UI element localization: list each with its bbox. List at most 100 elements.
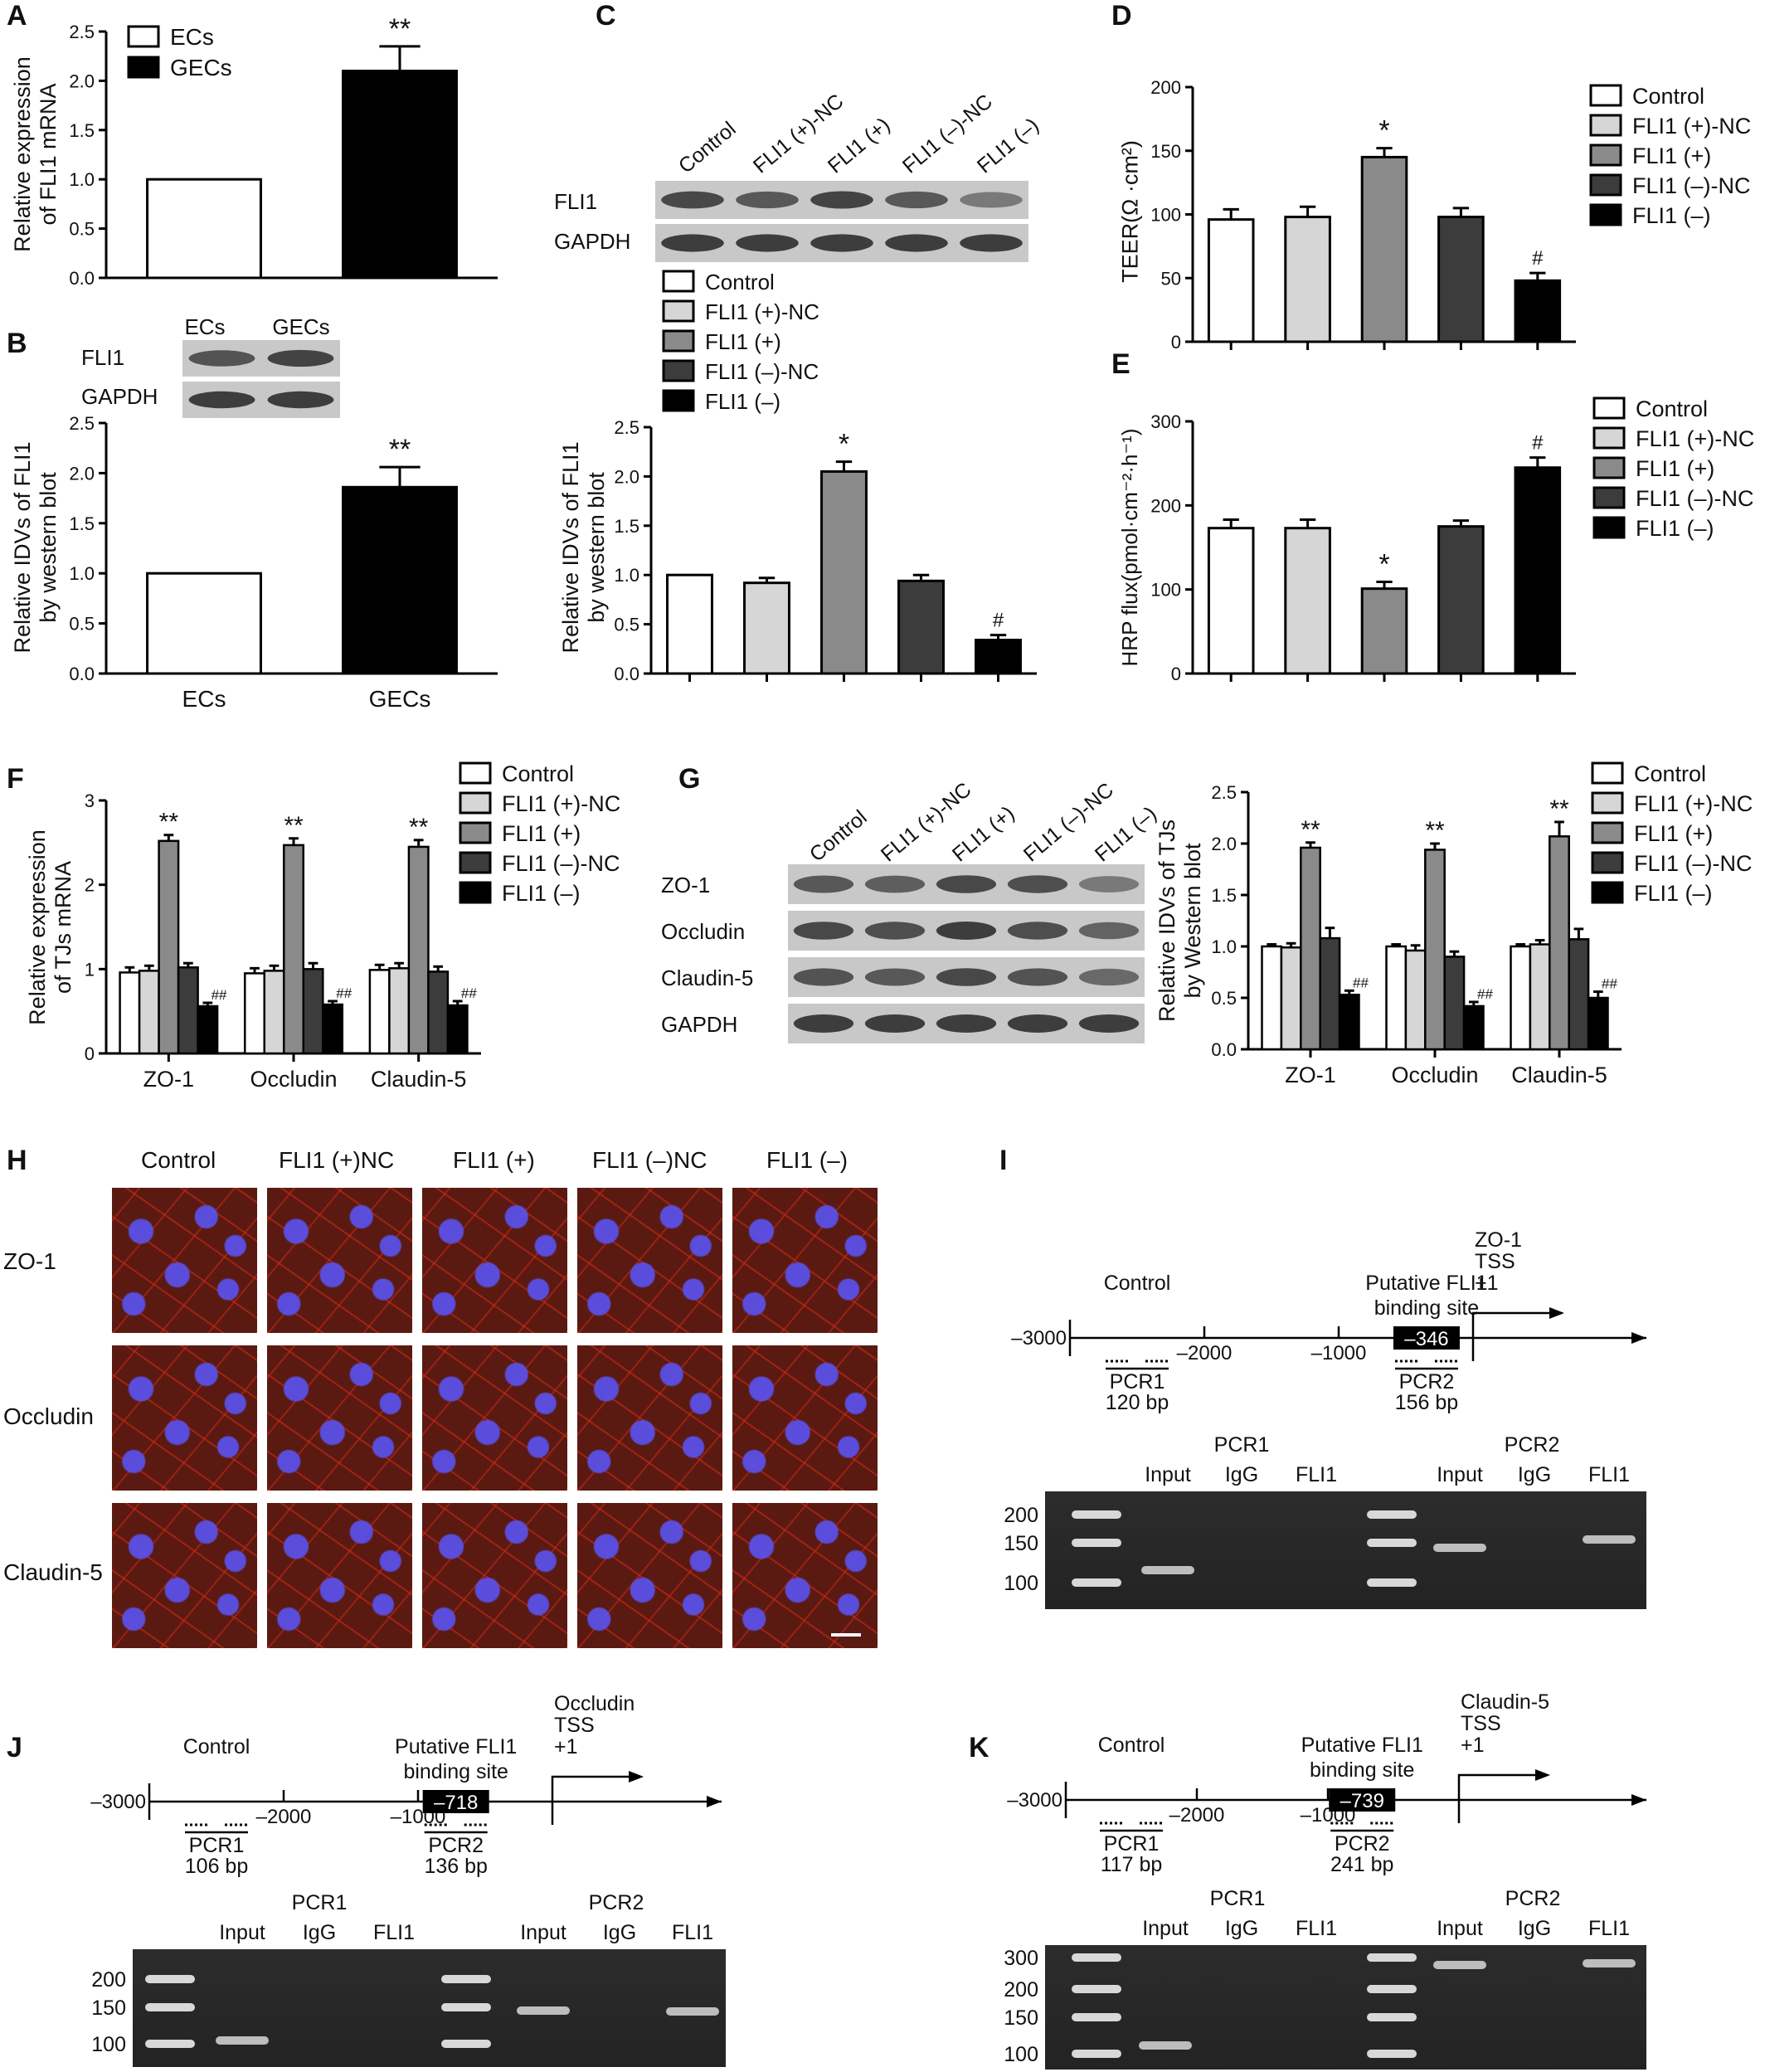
chart-C-y-tick-label: 0.5 — [614, 615, 639, 635]
chart-B-x-tick-label: GECs — [369, 686, 431, 712]
blot-b-fli1-band — [188, 350, 255, 367]
chart-D-legend-label: FLI1 (+)-NC — [1632, 114, 1751, 139]
chart-E-bar — [1437, 525, 1485, 675]
panel-J-ladder-band — [145, 1975, 195, 1983]
panel-letter-a: A — [7, 0, 27, 32]
panel-letter-j: J — [7, 1732, 22, 1763]
blot-g-row-label: ZO-1 — [661, 873, 710, 897]
blot-g-lane-label: FLI1 (–) — [1091, 802, 1161, 867]
chart-G-legend-label: FLI1 (+)-NC — [1634, 791, 1753, 816]
chart-B-significance: ** — [389, 434, 411, 465]
panel-K-ladder-band — [1367, 2050, 1417, 2058]
panel-K-control-label: Control — [1098, 1734, 1165, 1757]
chart-D-bar — [1360, 155, 1408, 343]
chart-G-legend-label: Control — [1634, 761, 1706, 786]
micrograph-zo1-fli1-pos-nc — [267, 1188, 412, 1333]
chart-F-legend-label: FLI1 (–) — [502, 881, 581, 906]
panel-K-tss-arrow-icon — [1535, 1769, 1550, 1781]
micrograph-occludin-fli1-pos-nc — [267, 1345, 412, 1491]
chart-G-y-tick-label: 0.5 — [1211, 988, 1237, 1009]
panel-J-gel — [133, 1949, 726, 2067]
chart-F-bar — [243, 972, 265, 1055]
panel-J-arrow-icon — [707, 1796, 722, 1807]
panel-K-ladder-band — [1072, 1953, 1121, 1962]
chart-G-x-tick-label: Claudin-5 — [1511, 1063, 1607, 1087]
blot-c-fli1-band — [960, 192, 1023, 208]
scale-bar — [831, 1633, 861, 1637]
chart-G-bar — [1261, 945, 1283, 1051]
chart-E-y-title: HRP flux(pmol·cm⁻²·h⁻¹) — [1117, 429, 1142, 667]
panel-I-tick-label: –2000 — [1177, 1342, 1233, 1364]
chart-A-y-tick-label: 0.5 — [69, 219, 95, 240]
chart-F-significance: ## — [461, 985, 477, 1001]
panel-I-marker-label: 100 — [1004, 1572, 1038, 1595]
micrograph-claudin5-fli1-pos — [422, 1503, 567, 1648]
micro-col-label: FLI1 (–) — [766, 1147, 848, 1173]
chart-D-y-tick-label: 50 — [1161, 268, 1181, 289]
panel-K-ladder-band — [1367, 1985, 1417, 1993]
chart-G-bar — [1462, 1004, 1485, 1051]
micro-row-label: Occludin — [3, 1403, 94, 1429]
blot-c-row-label: GAPDH — [554, 229, 630, 254]
chart-F-bar — [263, 970, 285, 1055]
panel-I-pcr-band — [1583, 1535, 1636, 1544]
chart-G-legend-label: FLI1 (–)-NC — [1634, 851, 1753, 876]
chart-D-y-tick-label: 0 — [1171, 332, 1181, 353]
chart-F-bar — [119, 971, 141, 1055]
chart-B-bar — [146, 572, 262, 675]
panel-I-pcr2-size: 156 bp — [1395, 1391, 1458, 1414]
panel-J-tick-label: –3000 — [90, 1791, 146, 1813]
panel-letter-c: C — [596, 0, 616, 32]
chart-G-bar — [1549, 835, 1570, 1051]
chart-C-legend-swatch — [662, 359, 695, 382]
panel-letter-b: B — [7, 328, 27, 359]
chart-B-bar — [342, 485, 458, 675]
blot-g-strip-band — [864, 968, 926, 986]
panel-K-arrow-icon — [1631, 1794, 1646, 1806]
panel-I-tss-arrow-icon — [1549, 1307, 1564, 1319]
panel-K-binding-site-label: Putative FLI1 — [1301, 1734, 1423, 1757]
panel-K-gel-lane-label: Input — [1437, 1917, 1483, 1940]
blot-b-gapdh-band — [188, 391, 255, 409]
panel-I-binding-site-pos: –346 — [1404, 1328, 1448, 1350]
chart-C-legend-swatch — [662, 270, 695, 293]
panel-I-gel-lane-label: Input — [1145, 1463, 1191, 1486]
panel-J-pcr2-size: 136 bp — [424, 1855, 487, 1878]
chart-C-significance: # — [993, 610, 1004, 632]
panel-J-ladder-band — [441, 2040, 491, 2048]
blot-g-strip-band — [1078, 876, 1140, 893]
chart-G-bar — [1319, 936, 1341, 1051]
panel-K-tss-label: TSS — [1461, 1712, 1501, 1735]
chart-E-legend-swatch — [1592, 456, 1626, 479]
chart-G-significance: ** — [1301, 816, 1320, 844]
blot-g-strip-band — [936, 922, 997, 940]
chart-A-y-tick-label: 1.0 — [69, 169, 95, 190]
panel-K-gel-lane-label: Input — [1142, 1917, 1189, 1940]
chart-D-bar — [1207, 218, 1255, 343]
chart-C-y-title: Relative IDVs of FLI1 by western blot — [558, 441, 609, 653]
blot-g-strip-band — [936, 968, 997, 986]
panel-J-gel-group-label: PCR2 — [589, 1891, 644, 1914]
panel-J-tss-label: Occludin — [554, 1692, 635, 1715]
chart-A-legend-label: GECs — [170, 55, 232, 80]
panel-I-control-label: Control — [1104, 1272, 1171, 1295]
micro-row-label: ZO-1 — [3, 1248, 56, 1274]
chart-F-legend-swatch — [459, 881, 492, 904]
micrograph-occludin-fli1-neg — [732, 1345, 878, 1491]
blot-g-strip-band — [864, 875, 926, 893]
micro-col-label: FLI1 (+)NC — [279, 1147, 395, 1173]
panel-K-pcr1-size: 117 bp — [1101, 1853, 1163, 1876]
chart-A-y-title: Relative expression of FLI1 mRNA — [10, 56, 61, 252]
panel-I-marker-label: 200 — [1004, 1504, 1038, 1527]
blot-c-gapdh-band — [885, 234, 948, 252]
chart-C-y-tick-label: 1.0 — [614, 565, 639, 586]
blot-g-strip-band — [793, 875, 854, 893]
chart-F-bar — [322, 1003, 344, 1055]
chart-G-y-tick-label: 1.5 — [1211, 885, 1237, 906]
chart-E-legend-label: FLI1 (–)-NC — [1636, 486, 1754, 511]
chart-G-legend-swatch — [1591, 761, 1624, 785]
panel-I-tick-label: –3000 — [1011, 1327, 1067, 1350]
panel-I-pcr-band — [1141, 1566, 1194, 1574]
panel-J-binding-site-box — [422, 1790, 489, 1813]
